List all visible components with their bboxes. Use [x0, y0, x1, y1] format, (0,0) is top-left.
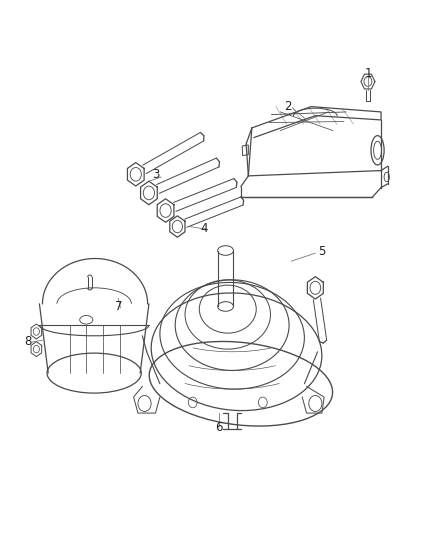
Text: 6: 6 — [215, 421, 223, 434]
Text: 1: 1 — [365, 67, 373, 80]
Text: 3: 3 — [152, 168, 159, 181]
Text: 4: 4 — [200, 222, 208, 235]
Text: 5: 5 — [318, 245, 325, 258]
Text: 7: 7 — [114, 300, 122, 313]
Text: 8: 8 — [24, 335, 31, 348]
Text: 2: 2 — [284, 100, 292, 113]
